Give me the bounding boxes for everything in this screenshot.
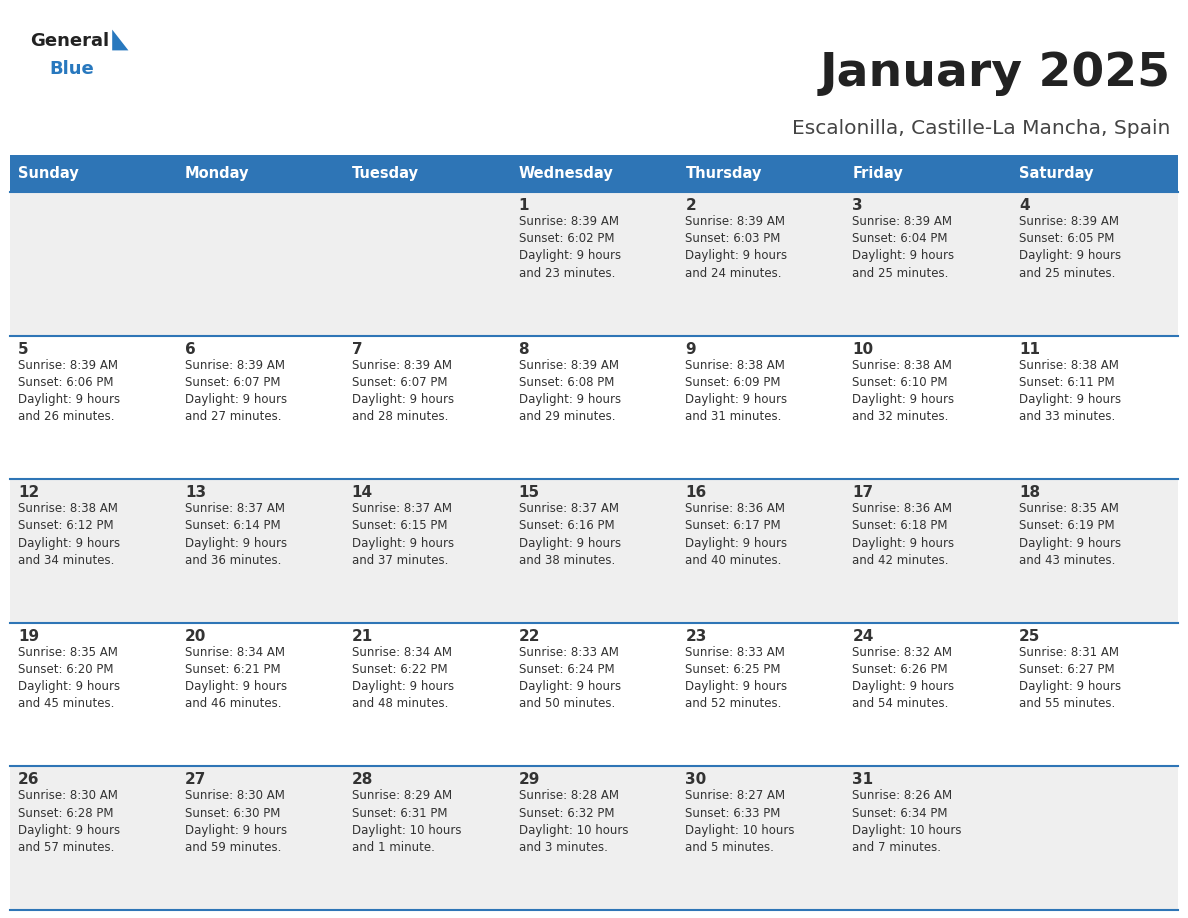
Text: Sunrise: 8:39 AM
Sunset: 6:05 PM
Daylight: 9 hours
and 25 minutes.: Sunrise: 8:39 AM Sunset: 6:05 PM Dayligh… [1019,215,1121,280]
Text: Sunday: Sunday [18,166,78,181]
Text: Sunrise: 8:26 AM
Sunset: 6:34 PM
Daylight: 10 hours
and 7 minutes.: Sunrise: 8:26 AM Sunset: 6:34 PM Dayligh… [852,789,962,854]
Bar [10,767,1178,910]
Text: Friday: Friday [852,166,903,181]
Text: Monday: Monday [185,166,249,181]
Text: Thursday: Thursday [685,166,762,181]
Text: Sunrise: 8:38 AM
Sunset: 6:09 PM
Daylight: 9 hours
and 31 minutes.: Sunrise: 8:38 AM Sunset: 6:09 PM Dayligh… [685,359,788,423]
Text: 19: 19 [18,629,39,644]
Text: 28: 28 [352,772,373,788]
Bar [10,479,1178,622]
Text: Sunrise: 8:38 AM
Sunset: 6:12 PM
Daylight: 9 hours
and 34 minutes.: Sunrise: 8:38 AM Sunset: 6:12 PM Dayligh… [18,502,120,566]
Text: 14: 14 [352,486,373,500]
Text: 6: 6 [185,341,196,356]
Text: Sunrise: 8:37 AM
Sunset: 6:15 PM
Daylight: 9 hours
and 37 minutes.: Sunrise: 8:37 AM Sunset: 6:15 PM Dayligh… [352,502,454,566]
Text: 5: 5 [18,341,29,356]
Text: Sunrise: 8:39 AM
Sunset: 6:03 PM
Daylight: 9 hours
and 24 minutes.: Sunrise: 8:39 AM Sunset: 6:03 PM Dayligh… [685,215,788,280]
Bar [10,336,1178,479]
Bar [10,192,1178,336]
Text: Escalonilla, Castille-La Mancha, Spain: Escalonilla, Castille-La Mancha, Spain [792,119,1170,139]
Bar [177,155,343,192]
Text: 27: 27 [185,772,207,788]
Text: Sunrise: 8:39 AM
Sunset: 6:07 PM
Daylight: 9 hours
and 27 minutes.: Sunrise: 8:39 AM Sunset: 6:07 PM Dayligh… [185,359,287,423]
Text: Sunrise: 8:35 AM
Sunset: 6:20 PM
Daylight: 9 hours
and 45 minutes.: Sunrise: 8:35 AM Sunset: 6:20 PM Dayligh… [18,645,120,711]
Bar [343,155,511,192]
Bar [1011,155,1178,192]
Text: 10: 10 [852,341,873,356]
Bar [511,155,677,192]
Text: 11: 11 [1019,341,1041,356]
Text: 13: 13 [185,486,206,500]
Text: 31: 31 [852,772,873,788]
Text: Sunrise: 8:30 AM
Sunset: 6:28 PM
Daylight: 9 hours
and 57 minutes.: Sunrise: 8:30 AM Sunset: 6:28 PM Dayligh… [18,789,120,854]
Text: 26: 26 [18,772,39,788]
Text: 16: 16 [685,486,707,500]
Bar [10,622,1178,767]
Text: 3: 3 [852,198,862,213]
Text: 7: 7 [352,341,362,356]
Text: Sunrise: 8:38 AM
Sunset: 6:11 PM
Daylight: 9 hours
and 33 minutes.: Sunrise: 8:38 AM Sunset: 6:11 PM Dayligh… [1019,359,1121,423]
Text: Sunrise: 8:28 AM
Sunset: 6:32 PM
Daylight: 10 hours
and 3 minutes.: Sunrise: 8:28 AM Sunset: 6:32 PM Dayligh… [519,789,628,854]
Text: Sunrise: 8:37 AM
Sunset: 6:14 PM
Daylight: 9 hours
and 36 minutes.: Sunrise: 8:37 AM Sunset: 6:14 PM Dayligh… [185,502,287,566]
Text: Sunrise: 8:39 AM
Sunset: 6:06 PM
Daylight: 9 hours
and 26 minutes.: Sunrise: 8:39 AM Sunset: 6:06 PM Dayligh… [18,359,120,423]
Text: 2: 2 [685,198,696,213]
Text: 23: 23 [685,629,707,644]
Text: Sunrise: 8:39 AM
Sunset: 6:08 PM
Daylight: 9 hours
and 29 minutes.: Sunrise: 8:39 AM Sunset: 6:08 PM Dayligh… [519,359,620,423]
Text: Sunrise: 8:38 AM
Sunset: 6:10 PM
Daylight: 9 hours
and 32 minutes.: Sunrise: 8:38 AM Sunset: 6:10 PM Dayligh… [852,359,954,423]
Text: 22: 22 [519,629,541,644]
Text: 25: 25 [1019,629,1041,644]
Text: Sunrise: 8:33 AM
Sunset: 6:24 PM
Daylight: 9 hours
and 50 minutes.: Sunrise: 8:33 AM Sunset: 6:24 PM Dayligh… [519,645,620,711]
Text: 24: 24 [852,629,873,644]
Polygon shape [112,29,128,50]
Text: Sunrise: 8:36 AM
Sunset: 6:18 PM
Daylight: 9 hours
and 42 minutes.: Sunrise: 8:36 AM Sunset: 6:18 PM Dayligh… [852,502,954,566]
Text: Saturday: Saturday [1019,166,1094,181]
Text: Sunrise: 8:27 AM
Sunset: 6:33 PM
Daylight: 10 hours
and 5 minutes.: Sunrise: 8:27 AM Sunset: 6:33 PM Dayligh… [685,789,795,854]
Text: January 2025: January 2025 [820,51,1170,96]
Bar [845,155,1011,192]
Text: Sunrise: 8:29 AM
Sunset: 6:31 PM
Daylight: 10 hours
and 1 minute.: Sunrise: 8:29 AM Sunset: 6:31 PM Dayligh… [352,789,461,854]
Text: Sunrise: 8:39 AM
Sunset: 6:07 PM
Daylight: 9 hours
and 28 minutes.: Sunrise: 8:39 AM Sunset: 6:07 PM Dayligh… [352,359,454,423]
Text: Sunrise: 8:37 AM
Sunset: 6:16 PM
Daylight: 9 hours
and 38 minutes.: Sunrise: 8:37 AM Sunset: 6:16 PM Dayligh… [519,502,620,566]
Text: Tuesday: Tuesday [352,166,418,181]
Text: 4: 4 [1019,198,1030,213]
Text: 20: 20 [185,629,207,644]
Text: 9: 9 [685,341,696,356]
Bar [10,155,177,192]
Text: Wednesday: Wednesday [519,166,613,181]
Text: Sunrise: 8:35 AM
Sunset: 6:19 PM
Daylight: 9 hours
and 43 minutes.: Sunrise: 8:35 AM Sunset: 6:19 PM Dayligh… [1019,502,1121,566]
Text: Sunrise: 8:39 AM
Sunset: 6:02 PM
Daylight: 9 hours
and 23 minutes.: Sunrise: 8:39 AM Sunset: 6:02 PM Dayligh… [519,215,620,280]
Text: Sunrise: 8:32 AM
Sunset: 6:26 PM
Daylight: 9 hours
and 54 minutes.: Sunrise: 8:32 AM Sunset: 6:26 PM Dayligh… [852,645,954,711]
Text: Sunrise: 8:34 AM
Sunset: 6:21 PM
Daylight: 9 hours
and 46 minutes.: Sunrise: 8:34 AM Sunset: 6:21 PM Dayligh… [185,645,287,711]
Text: Blue: Blue [49,60,94,78]
Text: Sunrise: 8:39 AM
Sunset: 6:04 PM
Daylight: 9 hours
and 25 minutes.: Sunrise: 8:39 AM Sunset: 6:04 PM Dayligh… [852,215,954,280]
Text: 8: 8 [519,341,529,356]
Text: 18: 18 [1019,486,1041,500]
Text: Sunrise: 8:31 AM
Sunset: 6:27 PM
Daylight: 9 hours
and 55 minutes.: Sunrise: 8:31 AM Sunset: 6:27 PM Dayligh… [1019,645,1121,711]
Text: 30: 30 [685,772,707,788]
Text: 21: 21 [352,629,373,644]
Text: General: General [30,32,109,50]
Text: Sunrise: 8:30 AM
Sunset: 6:30 PM
Daylight: 9 hours
and 59 minutes.: Sunrise: 8:30 AM Sunset: 6:30 PM Dayligh… [185,789,287,854]
Text: 1: 1 [519,198,529,213]
Text: 29: 29 [519,772,541,788]
Text: 17: 17 [852,486,873,500]
Text: Sunrise: 8:34 AM
Sunset: 6:22 PM
Daylight: 9 hours
and 48 minutes.: Sunrise: 8:34 AM Sunset: 6:22 PM Dayligh… [352,645,454,711]
Text: Sunrise: 8:36 AM
Sunset: 6:17 PM
Daylight: 9 hours
and 40 minutes.: Sunrise: 8:36 AM Sunset: 6:17 PM Dayligh… [685,502,788,566]
Bar [677,155,845,192]
Text: 12: 12 [18,486,39,500]
Text: 15: 15 [519,486,539,500]
Text: Sunrise: 8:33 AM
Sunset: 6:25 PM
Daylight: 9 hours
and 52 minutes.: Sunrise: 8:33 AM Sunset: 6:25 PM Dayligh… [685,645,788,711]
